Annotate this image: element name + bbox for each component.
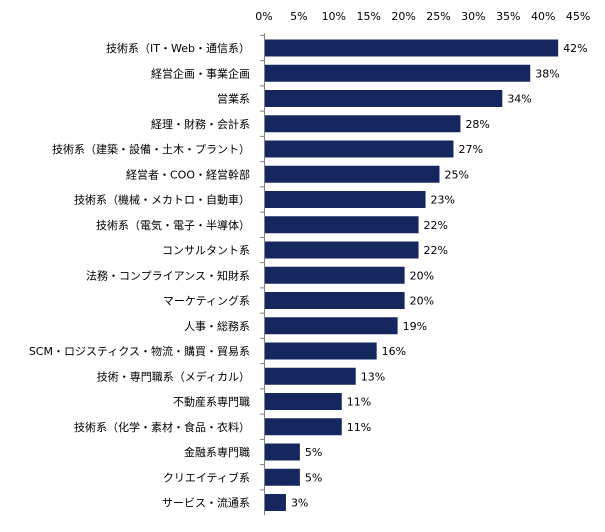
data-label: 16% <box>382 345 406 358</box>
bar <box>265 191 426 208</box>
data-label: 42% <box>563 42 587 55</box>
bar <box>265 443 300 461</box>
category-label: サービス・流通系 <box>162 496 250 510</box>
bar <box>265 115 461 133</box>
x-tick-label: 40% <box>531 10 555 23</box>
category-label: 営業系 <box>217 92 250 106</box>
bar <box>265 39 559 57</box>
category-label: 経営者・COO・経営幹部 <box>126 167 250 181</box>
category-label: 法務・コンプライアンス・知財系 <box>86 268 250 282</box>
category-label: 経営企画・事業企画 <box>151 66 250 80</box>
x-tick-label: 45% <box>566 10 590 23</box>
bar <box>265 494 286 511</box>
data-label: 27% <box>458 143 482 156</box>
data-label: 23% <box>431 194 455 207</box>
x-tick-label: 25% <box>426 10 450 23</box>
category-label: マーケティング系 <box>163 294 250 308</box>
category-label: 人事・総務系 <box>184 319 250 333</box>
x-tick-label: 20% <box>391 10 415 23</box>
category-label: 不動産系専門職 <box>173 395 250 409</box>
bar <box>265 342 377 360</box>
category-label: 経理・財務・会計系 <box>151 117 250 131</box>
bar <box>265 266 405 284</box>
data-label: 38% <box>535 67 559 80</box>
data-label: 5% <box>305 446 322 459</box>
data-label: 19% <box>403 320 427 333</box>
data-label: 11% <box>347 421 371 434</box>
x-tick-label: 5% <box>290 10 307 23</box>
category-label: 技術・専門職系（メディカル） <box>97 369 250 383</box>
category-label: 技術系（電気・電子・半導体） <box>96 218 250 232</box>
data-label: 25% <box>445 168 469 181</box>
bar <box>265 468 300 486</box>
data-label: 5% <box>305 471 322 484</box>
category-label: SCM・ロジスティクス・物流・購買・貿易系 <box>29 344 250 358</box>
bar <box>265 140 454 158</box>
bar <box>265 64 531 82</box>
bar <box>265 216 419 234</box>
bar <box>265 90 503 107</box>
category-label: 技術系（機械・メカトロ・自動車） <box>74 193 250 207</box>
x-tick-label: 35% <box>496 10 520 23</box>
data-label: 13% <box>361 370 385 383</box>
category-label: クリエイティブ系 <box>163 470 250 484</box>
bar <box>265 418 342 436</box>
x-tick-label: 0% <box>255 10 272 23</box>
x-tick-label: 30% <box>461 10 485 23</box>
data-label: 20% <box>410 295 434 308</box>
category-label: コンサルタント系 <box>162 244 250 257</box>
bar <box>265 241 419 259</box>
category-label: 金融系専門職 <box>184 445 250 459</box>
data-label: 3% <box>291 497 308 510</box>
bar <box>265 317 398 335</box>
data-label: 11% <box>347 396 371 409</box>
x-tick-label: 15% <box>356 10 380 23</box>
category-label: 技術系（建築・設備・土木・プラント） <box>52 142 250 156</box>
bar <box>265 165 440 183</box>
category-label: 技術系（IT・Web・通信系） <box>106 42 250 55</box>
data-label: 22% <box>424 244 448 257</box>
category-label: 技術系（化学・素材・食品・衣料） <box>74 420 250 434</box>
data-label: 20% <box>410 269 434 282</box>
bar <box>265 393 342 410</box>
data-label: 22% <box>424 219 448 232</box>
bar <box>265 292 405 309</box>
x-tick-label: 10% <box>322 10 346 23</box>
bar <box>265 367 356 385</box>
data-label: 34% <box>507 93 531 106</box>
data-label: 28% <box>465 118 489 131</box>
